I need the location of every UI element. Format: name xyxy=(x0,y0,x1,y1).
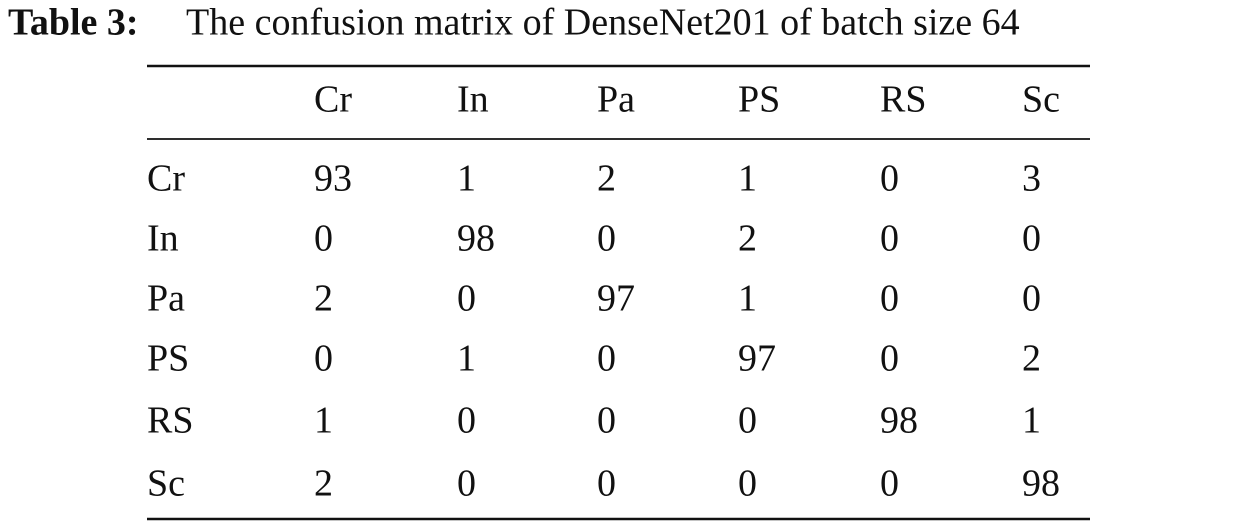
cell: 0 xyxy=(597,463,616,505)
row-header: PS xyxy=(147,338,189,380)
cell: 0 xyxy=(880,278,899,320)
cell: 2 xyxy=(314,278,333,320)
cell: 0 xyxy=(880,218,899,260)
cell: 2 xyxy=(1022,338,1041,380)
cell: 1 xyxy=(457,158,476,200)
cell: 3 xyxy=(1022,158,1041,200)
column-header: PS xyxy=(738,79,780,121)
row-header: In xyxy=(147,218,179,260)
row-header: Sc xyxy=(147,463,185,505)
cell: 2 xyxy=(314,463,333,505)
cell: 1 xyxy=(738,278,757,320)
cell: 2 xyxy=(597,158,616,200)
column-header: Sc xyxy=(1022,79,1060,121)
cell: 0 xyxy=(880,338,899,380)
cell: 0 xyxy=(597,218,616,260)
cell: 1 xyxy=(314,400,333,442)
cell: 0 xyxy=(457,400,476,442)
cell: 98 xyxy=(880,400,918,442)
cell: 0 xyxy=(880,158,899,200)
cell: 0 xyxy=(597,400,616,442)
column-header: Cr xyxy=(314,79,352,121)
cell: 0 xyxy=(597,338,616,380)
row-header: RS xyxy=(147,400,193,442)
cell: 0 xyxy=(1022,218,1041,260)
column-header: In xyxy=(457,79,489,121)
cell: 1 xyxy=(457,338,476,380)
cell: 97 xyxy=(597,278,635,320)
cell: 0 xyxy=(1022,278,1041,320)
cell: 1 xyxy=(1022,400,1041,442)
column-header: RS xyxy=(880,79,926,121)
column-header: Pa xyxy=(597,79,635,121)
row-header: Pa xyxy=(147,278,185,320)
cell: 0 xyxy=(880,463,899,505)
cell: 0 xyxy=(457,278,476,320)
cell: 93 xyxy=(314,158,352,200)
cell: 98 xyxy=(1022,463,1060,505)
cell: 0 xyxy=(457,463,476,505)
cell: 0 xyxy=(314,338,333,380)
row-header: Cr xyxy=(147,158,185,200)
cell: 97 xyxy=(738,338,776,380)
cell: 2 xyxy=(738,218,757,260)
cell: 0 xyxy=(738,400,757,442)
caption-label: Table 3: xyxy=(8,2,139,44)
cell: 98 xyxy=(457,218,495,260)
cell: 0 xyxy=(738,463,757,505)
cell: 1 xyxy=(738,158,757,200)
cell: 0 xyxy=(314,218,333,260)
caption-text: The confusion matrix of DenseNet201 of b… xyxy=(186,2,1020,44)
